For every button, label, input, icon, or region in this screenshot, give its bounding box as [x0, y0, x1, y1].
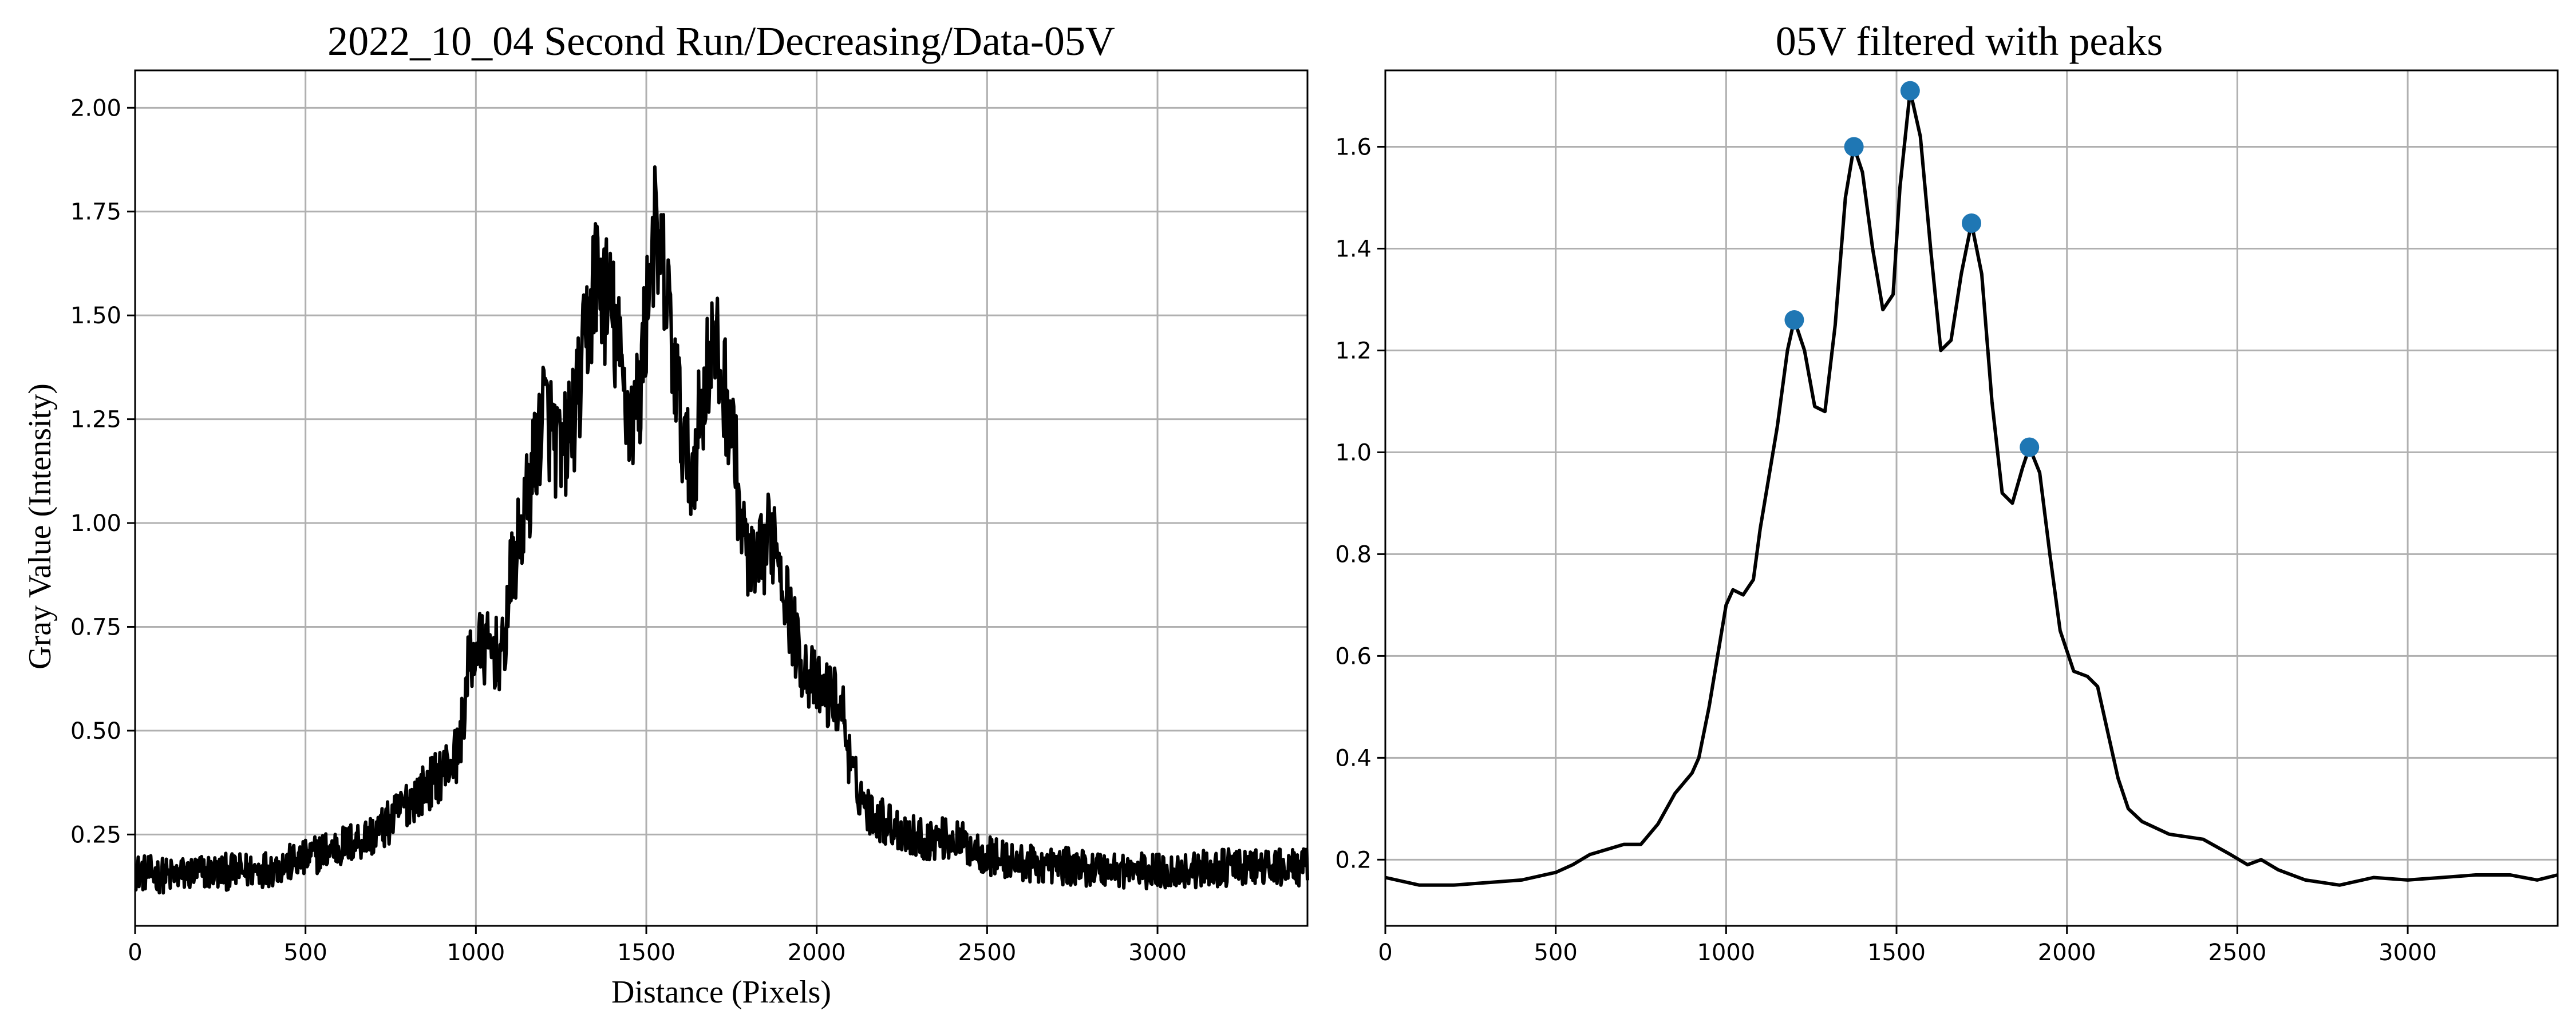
right-y-tick-label: 0.8 [1335, 541, 1372, 568]
left-x-tick-label: 2500 [958, 940, 1016, 966]
left-chart: 2022_10_04 Second Run/Decreasing/Data-05… [22, 18, 1309, 1010]
right-y-tick-label: 0.2 [1335, 847, 1372, 873]
peak-marker [1784, 310, 1804, 330]
peak-marker [2020, 437, 2040, 457]
right-grid [1384, 70, 2558, 926]
left-x-tick-label: 1000 [447, 940, 505, 966]
left-grid [134, 70, 1307, 926]
left-x-tick-label: 1500 [617, 940, 675, 966]
left-y-axis-label: Gray Value (Intensity) [22, 383, 58, 670]
right-y-tick-label: 1.2 [1335, 338, 1372, 364]
left-x-tick-label: 0 [128, 940, 142, 966]
left-y-tick-label: 0.75 [70, 614, 121, 640]
left-y-tick-label: 0.25 [70, 822, 121, 848]
left-x-tick-label: 500 [283, 940, 327, 966]
right-y-tick-label: 1.6 [1335, 134, 1372, 160]
right-x-tick-label: 1000 [1697, 940, 1755, 966]
left-plot-frame [134, 69, 1309, 927]
left-y-ticks: 0.25 0.50 0.75 1.00 1.25 1.50 1.75 2.00 [70, 95, 135, 848]
peak-marker [1844, 137, 1864, 157]
left-chart-title: 2022_10_04 Second Run/Decreasing/Data-05… [327, 18, 1115, 64]
left-y-tick-label: 1.00 [70, 510, 121, 537]
left-x-tick-label: 2000 [788, 940, 846, 966]
left-y-tick-label: 1.25 [70, 407, 121, 433]
left-y-tick-label: 1.50 [70, 303, 121, 329]
right-y-tick-label: 1.4 [1335, 236, 1372, 262]
left-x-tick-label: 3000 [1128, 940, 1187, 966]
left-series-line [134, 165, 1309, 895]
right-series-line [1385, 89, 2558, 887]
right-chart: 05V filtered with peaks 0 500 1000 1500 2000… [1335, 18, 2559, 966]
right-peaks [1784, 81, 2040, 457]
right-y-ticks: 0.2 0.4 0.6 0.8 1.0 1.2 1.4 1.6 [1335, 134, 1385, 873]
right-x-tick-label: 500 [1534, 940, 1577, 966]
right-series [1385, 89, 2558, 887]
left-y-tick-label: 2.00 [70, 95, 121, 121]
left-x-axis-label: Distance (Pixels) [611, 974, 831, 1010]
right-x-tick-label: 2500 [2208, 940, 2266, 966]
right-chart-title: 05V filtered with peaks [1776, 18, 2163, 64]
right-plot-frame [1384, 69, 2559, 927]
right-x-tick-label: 3000 [2379, 940, 2437, 966]
right-y-tick-label: 0.6 [1335, 643, 1372, 670]
right-y-tick-label: 0.4 [1335, 745, 1372, 771]
left-y-tick-label: 1.75 [70, 199, 121, 225]
peak-marker [1900, 81, 1920, 101]
left-x-ticks: 0 500 1000 1500 2000 2500 3000 [128, 926, 1187, 966]
right-x-tick-label: 2000 [2038, 940, 2096, 966]
right-x-tick-label: 0 [1378, 940, 1392, 966]
right-y-tick-label: 1.0 [1335, 439, 1372, 466]
left-y-tick-label: 0.50 [70, 718, 121, 744]
right-x-tick-label: 1500 [1867, 940, 1926, 966]
left-series [134, 165, 1309, 895]
peak-marker [1962, 213, 1981, 233]
right-x-ticks: 0 500 1000 1500 2000 2500 3000 [1378, 926, 2437, 966]
